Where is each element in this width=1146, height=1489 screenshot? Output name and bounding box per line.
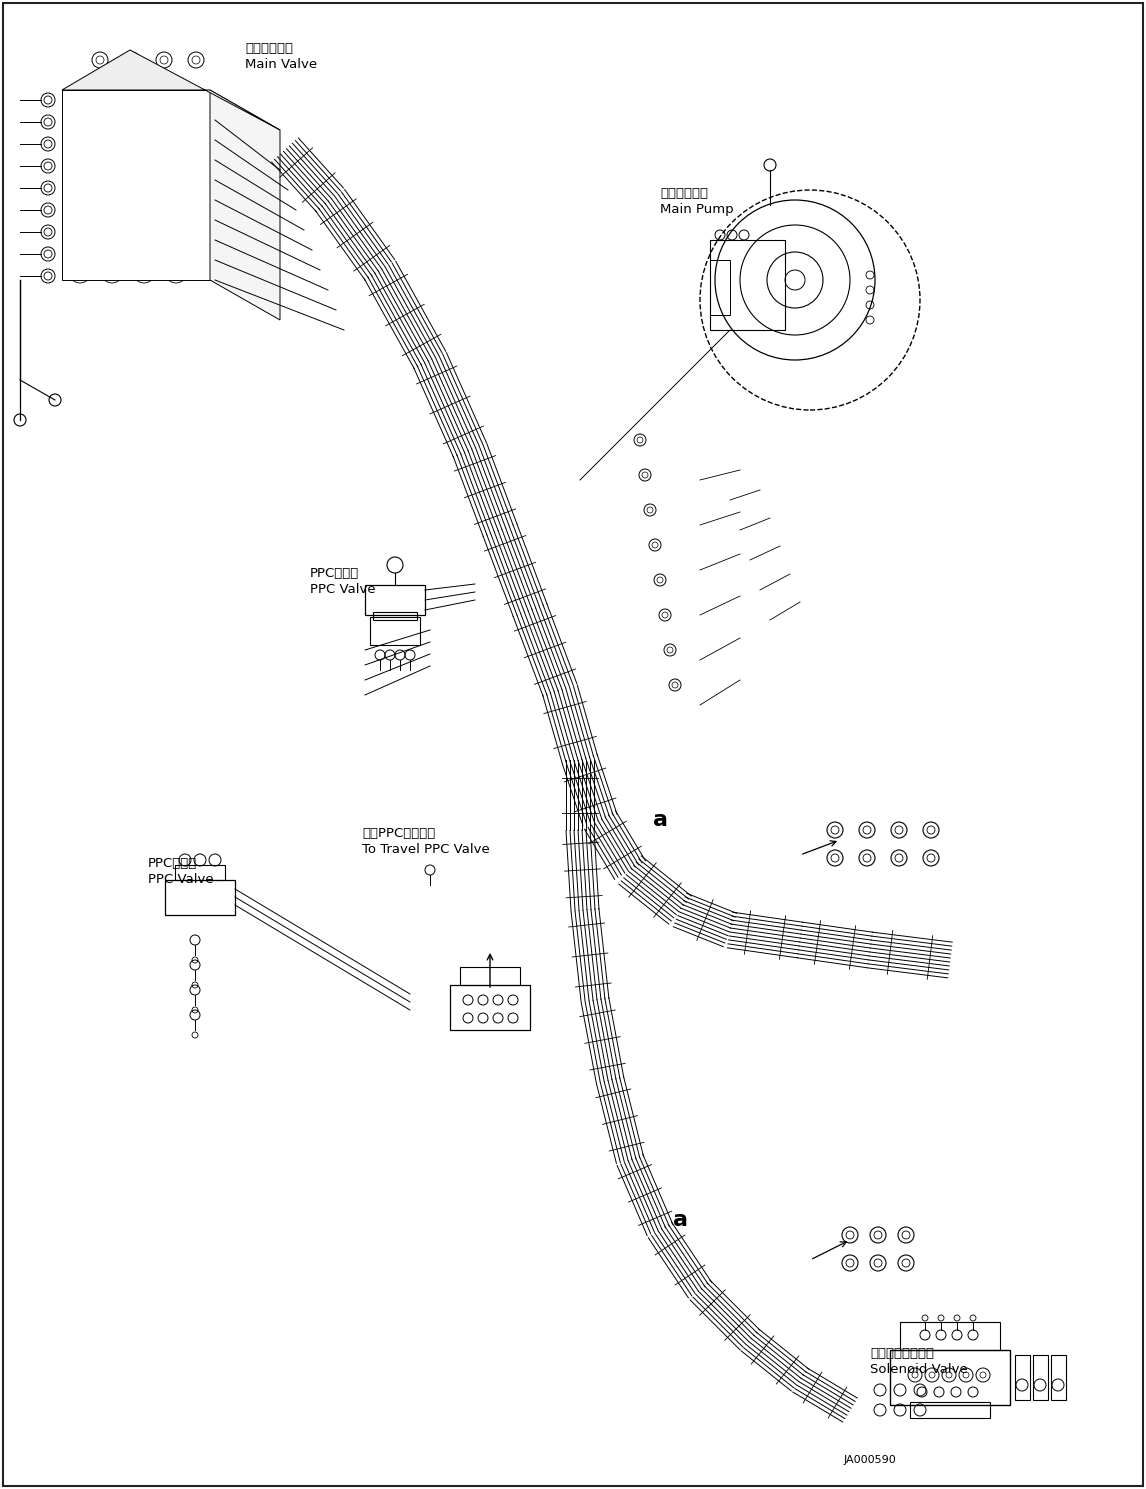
- Text: Main Valve: Main Valve: [245, 58, 317, 71]
- Text: 走行PPCバルブへ: 走行PPCバルブへ: [362, 826, 435, 840]
- Text: PPCバルブ: PPCバルブ: [148, 858, 197, 870]
- Text: PPCバルブ: PPCバルブ: [311, 567, 359, 581]
- Text: メインバルブ: メインバルブ: [245, 42, 293, 55]
- Text: メインポンプ: メインポンプ: [660, 188, 708, 200]
- Bar: [900, 1322, 1000, 1351]
- Bar: [890, 1351, 1010, 1406]
- Bar: [372, 612, 417, 619]
- Text: a: a: [673, 1211, 688, 1230]
- Polygon shape: [62, 51, 280, 130]
- Text: PPC Valve: PPC Valve: [311, 584, 376, 596]
- Bar: [1033, 1355, 1047, 1400]
- Bar: [175, 865, 225, 880]
- Bar: [460, 966, 520, 986]
- Polygon shape: [210, 89, 280, 320]
- Text: Main Pump: Main Pump: [660, 203, 733, 216]
- Bar: [1015, 1355, 1030, 1400]
- Bar: [450, 986, 529, 1030]
- Bar: [711, 261, 730, 316]
- Text: Solenoid Valve: Solenoid Valve: [870, 1362, 967, 1376]
- Text: JA000590: JA000590: [843, 1455, 896, 1465]
- Bar: [1051, 1355, 1066, 1400]
- Circle shape: [785, 270, 804, 290]
- Polygon shape: [62, 89, 210, 280]
- Bar: [711, 240, 785, 331]
- Text: a: a: [652, 810, 667, 829]
- Bar: [370, 616, 419, 645]
- Bar: [165, 880, 235, 916]
- Text: ソレノイドバルブ: ソレノイドバルブ: [870, 1348, 934, 1359]
- Bar: [910, 1403, 990, 1418]
- Text: To Travel PPC Valve: To Travel PPC Valve: [362, 843, 489, 856]
- Text: PPC Valve: PPC Valve: [148, 873, 213, 886]
- Bar: [364, 585, 425, 615]
